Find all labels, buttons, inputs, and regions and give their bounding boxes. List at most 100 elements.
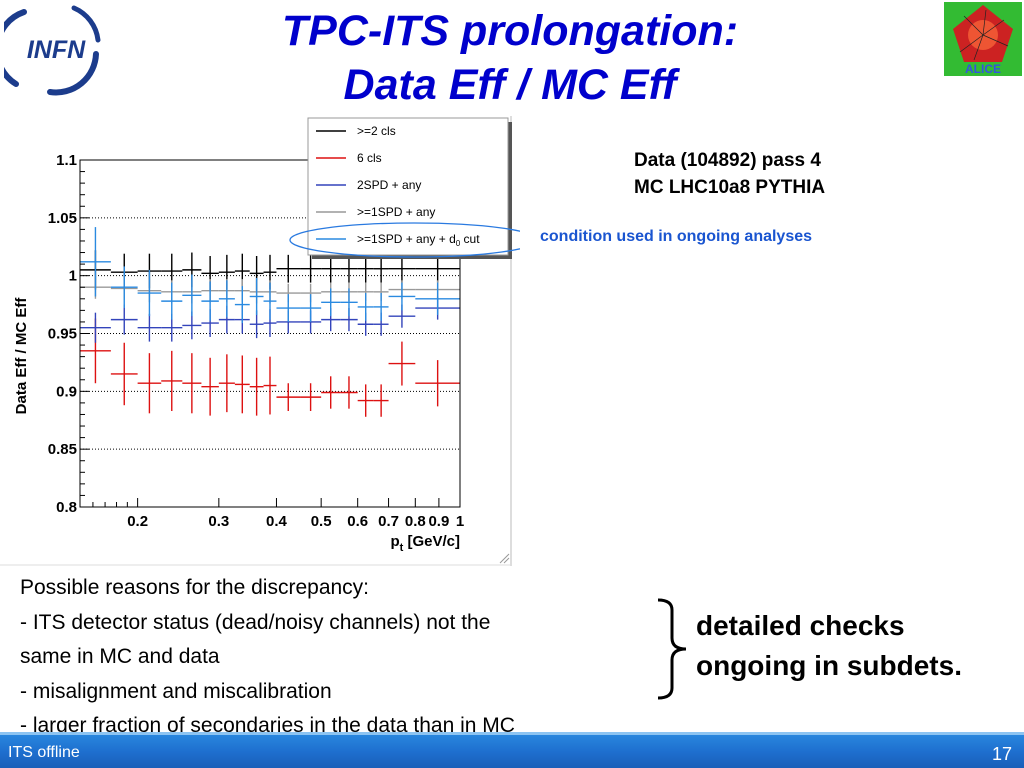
resize-grip-icon	[499, 553, 510, 564]
data-point	[321, 254, 341, 283]
data-point	[234, 286, 250, 324]
reasons-line: same in MC and data	[20, 645, 220, 668]
legend-label: 6 cls	[357, 151, 382, 165]
legend-box	[307, 117, 509, 256]
y-axis-title: Data Eff / MC Eff	[13, 297, 30, 415]
x-axis-symbol: p	[390, 533, 399, 550]
page-number: 17	[991, 744, 1012, 764]
data-point	[110, 342, 138, 406]
data-point	[373, 293, 389, 321]
data-point	[249, 277, 264, 315]
reasons-line: Possible reasons for the discrepancy:	[20, 576, 370, 599]
data-point	[357, 254, 374, 283]
x-tick-label: 0.3	[208, 513, 229, 530]
data-point	[415, 282, 460, 315]
slide-title-line-1: TPC-ITS prolongation:	[281, 7, 739, 55]
data-point	[300, 294, 322, 322]
x-axis-title: pt [GeV/c]	[390, 533, 460, 554]
data-point	[218, 280, 235, 318]
data-info: Data (104892) pass 4 MC LHC10a8 PYTHIA	[634, 147, 825, 201]
y-tick-label: 1	[69, 268, 77, 285]
x-tick-label: 1	[456, 513, 464, 530]
footer-stripe	[0, 732, 1024, 735]
data-point	[80, 227, 111, 297]
legend-label-d0-after: cut	[460, 232, 480, 246]
data-point	[182, 274, 202, 317]
data-info-line: MC LHC10a8 PYTHIA	[634, 177, 826, 198]
checks-note-line: ongoing in subdets.	[696, 650, 962, 681]
data-point	[201, 281, 219, 321]
y-tick-label: 0.9	[56, 383, 77, 400]
data-point	[161, 282, 183, 320]
data-point	[300, 383, 322, 411]
data-point	[388, 341, 416, 386]
data-point	[340, 254, 358, 283]
data-point	[388, 282, 416, 311]
data-point	[110, 266, 138, 309]
data-point	[373, 384, 389, 417]
legend-label-d0-sub: 0	[456, 239, 461, 248]
series	[80, 227, 460, 417]
data-info-line: Data (104892) pass 4	[634, 150, 821, 171]
reasons-line: - ITS detector status (dead/noisy channe…	[20, 610, 491, 634]
alice-logo-text: ALICE	[965, 62, 1001, 76]
alice-logo: ALICE	[944, 2, 1022, 76]
x-tick-label: 0.5	[311, 513, 332, 530]
x-axis-subscript: t	[400, 542, 404, 554]
legend-swatches	[316, 130, 346, 240]
reasons-line: - larger fraction of secondaries in the …	[20, 714, 515, 737]
data-point	[276, 383, 301, 411]
data-point	[340, 288, 358, 317]
data-point	[373, 254, 389, 283]
infn-logo-text: INFN	[27, 36, 86, 64]
data-point	[249, 357, 264, 416]
data-point	[80, 312, 111, 343]
data-point	[201, 357, 219, 416]
data-point	[357, 384, 374, 417]
checks-note: detailed checks ongoing in subdets.	[696, 606, 962, 686]
data-point	[137, 313, 162, 342]
checks-note-line: detailed checks	[696, 610, 905, 641]
x-axis-unit: [GeV/c]	[407, 533, 460, 550]
reasons-text: Possible reasons for the discrepancy: - …	[20, 571, 700, 744]
legend: >=2 cls 6 cls 2SPD + any >=1SPD + any >=…	[289, 117, 520, 259]
condition-note: condition used in ongoing analyses	[540, 228, 813, 245]
data-point	[137, 269, 162, 317]
ratio-plot: 0.2 0.3 0.4 0.5 0.6 0.7 0.8 0.9 1 0.8 0.…	[0, 116, 520, 566]
legend-label: 2SPD + any	[357, 178, 421, 192]
reasons-line: - misalignment and miscalibration	[20, 679, 332, 703]
x-tick-label: 0.8	[405, 513, 426, 530]
data-point	[110, 304, 138, 335]
data-point	[249, 310, 264, 339]
legend-label: >=1SPD + any	[357, 205, 435, 219]
slide-title-line-2: Data Eff / MC Eff	[343, 61, 677, 109]
axis-ticks	[80, 159, 461, 508]
y-tick-label: 0.85	[48, 441, 77, 458]
legend-label: >=2 cls	[357, 124, 396, 138]
data-point	[357, 293, 374, 321]
x-tick-labels: 0.2 0.3 0.4 0.5 0.6 0.7 0.8 0.9 1	[127, 513, 464, 530]
x-tick-label: 0.2	[127, 513, 148, 530]
data-point	[321, 288, 341, 317]
data-point	[276, 294, 301, 322]
data-point	[388, 254, 416, 283]
x-tick-label: 0.6	[347, 513, 368, 530]
x-tick-label: 0.4	[266, 513, 288, 530]
data-point	[300, 254, 322, 283]
legend-label-d0: >=1SPD + any + d0 cut	[357, 232, 480, 248]
footer-title: ITS offline	[8, 744, 80, 761]
y-tick-label: 0.95	[48, 326, 77, 343]
data-point	[263, 356, 277, 415]
infn-logo: INFN	[4, 5, 101, 96]
data-point	[161, 350, 183, 411]
slide-title: TPC-ITS prolongation: Data Eff / MC Eff	[200, 4, 820, 112]
data-point	[415, 254, 460, 283]
data-point	[182, 353, 202, 414]
data-point	[340, 376, 358, 409]
data-point	[137, 353, 162, 414]
right-brace-icon	[657, 598, 687, 700]
data-point	[415, 360, 460, 407]
data-point	[234, 355, 250, 414]
legend-highlight-ellipse	[289, 222, 520, 258]
data-point	[276, 254, 301, 283]
